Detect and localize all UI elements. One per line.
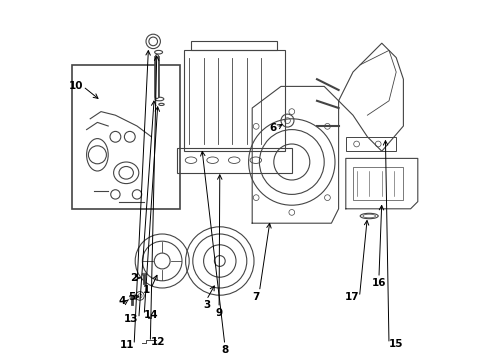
Text: 6: 6	[270, 123, 277, 133]
Text: 17: 17	[345, 292, 360, 302]
Text: 11: 11	[120, 340, 134, 350]
Text: 12: 12	[150, 337, 165, 347]
Text: 4: 4	[119, 296, 126, 306]
Bar	[176, 148, 292, 173]
Text: 16: 16	[372, 278, 386, 288]
Text: 15: 15	[389, 339, 403, 349]
Text: 14: 14	[144, 310, 159, 320]
Text: 8: 8	[221, 345, 228, 355]
Text: 9: 9	[216, 308, 222, 318]
Ellipse shape	[129, 295, 134, 297]
Text: 1: 1	[143, 285, 150, 295]
Bar	[346, 137, 396, 151]
Text: 3: 3	[203, 300, 210, 310]
Text: 2: 2	[130, 273, 137, 283]
Ellipse shape	[142, 273, 147, 275]
Bar	[191, 41, 277, 50]
Text: 5: 5	[128, 292, 135, 302]
Bar	[353, 167, 403, 200]
Bar	[72, 65, 180, 209]
Bar	[184, 50, 285, 151]
Text: 10: 10	[69, 81, 83, 91]
Text: 13: 13	[124, 314, 139, 324]
Text: 7: 7	[252, 292, 259, 302]
